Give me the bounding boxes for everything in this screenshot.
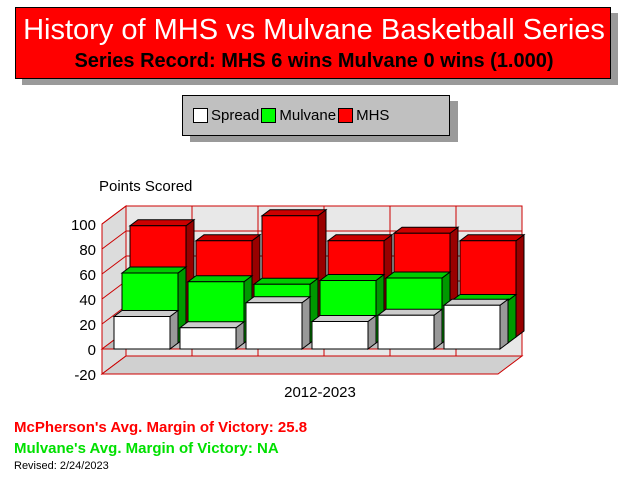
bar-top	[244, 296, 312, 304]
legend-entry-spread: Spread	[193, 107, 259, 124]
bar-top	[384, 271, 452, 279]
bar-front	[179, 327, 237, 350]
chart-legend: Spread Mulvane MHS	[182, 95, 450, 136]
bar-top	[178, 321, 246, 329]
bar-front	[311, 321, 369, 350]
title-banner: History of MHS vs Mulvane Basketball Ser…	[15, 7, 611, 79]
mcpherson-margin: McPherson's Avg. Margin of Victory: 25.8	[14, 419, 308, 436]
page-title: History of MHS vs Mulvane Basketball Ser…	[23, 14, 605, 46]
bar-top	[310, 315, 378, 322]
legend-swatch-mhs	[338, 108, 354, 123]
bar	[310, 314, 378, 350]
revised-date: Revised: 2/24/2023	[14, 460, 109, 472]
gridline	[101, 205, 127, 225]
bar-side	[515, 233, 525, 338]
y-tick-label: 40	[79, 292, 96, 309]
bar-top	[376, 308, 444, 316]
y-tick-label: 100	[71, 217, 96, 234]
y-tick-label: -20	[74, 367, 96, 384]
bar-side	[499, 298, 509, 350]
bar-top	[326, 234, 394, 242]
bar-top	[186, 275, 254, 283]
bar-front	[113, 316, 171, 350]
legend-swatch-mulvane	[261, 108, 277, 123]
legend-label-mhs: MHS	[356, 107, 390, 124]
legend-swatch-spread	[193, 108, 208, 123]
y-tick-label: 80	[79, 242, 96, 259]
bar-top	[458, 234, 526, 242]
y-tick-label: 60	[79, 267, 96, 284]
bar-top	[194, 234, 262, 242]
bar	[244, 295, 312, 350]
chart-floor	[100, 355, 524, 375]
mulvane-margin: Mulvane's Avg. Margin of Victory: NA	[14, 440, 279, 457]
y-tick-label: 20	[79, 317, 96, 334]
bar-side	[507, 293, 517, 344]
bar-front	[443, 304, 501, 350]
bar-side	[433, 308, 443, 350]
bar	[376, 308, 444, 350]
gridline	[101, 255, 127, 275]
bar-top	[112, 310, 180, 317]
legend-label-spread: Spread	[211, 107, 260, 124]
legend-entry-mhs: MHS	[338, 107, 389, 124]
bar-top	[442, 298, 510, 306]
y-axis-label: Points Scored	[99, 178, 192, 195]
bar	[112, 309, 180, 350]
y-tick-label: 0	[88, 342, 96, 359]
bar-top	[252, 277, 320, 285]
legend-entry-mulvane: Mulvane	[261, 107, 336, 124]
bar	[178, 320, 246, 350]
bar-side	[301, 295, 311, 350]
bar-front	[377, 314, 435, 350]
bar-side	[169, 309, 179, 350]
bar-top	[318, 274, 386, 281]
bar-top	[120, 266, 188, 274]
x-axis-label: 2012-2023	[284, 384, 356, 401]
gridline	[101, 230, 127, 250]
bar-top	[128, 219, 196, 227]
bar-top	[260, 209, 328, 217]
legend-label-mulvane: Mulvane	[279, 107, 337, 124]
series-spread	[112, 295, 510, 350]
bar-front	[245, 302, 303, 350]
bar	[442, 298, 510, 350]
series-record: Series Record: MHS 6 wins Mulvane 0 wins…	[74, 50, 554, 72]
bar-top	[392, 226, 460, 234]
